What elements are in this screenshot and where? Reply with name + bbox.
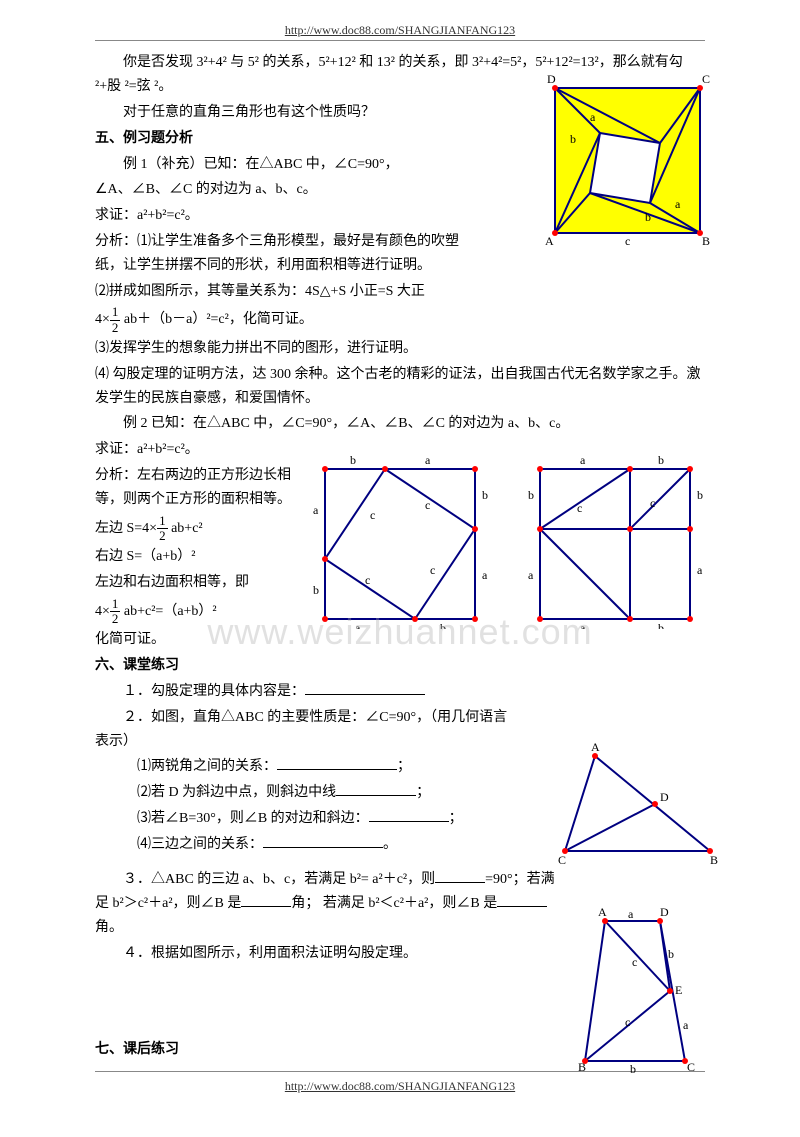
blank	[497, 892, 547, 907]
svg-text:a: a	[628, 907, 634, 921]
q2: ２．如图，直角△ABC 的主要性质是：∠C=90°，（用几何语言表示）	[95, 706, 515, 754]
svg-text:D: D	[547, 73, 556, 86]
ex1-analysis-4: ⑷ 勾股定理的证明方法，达 300 余种。这个古老的精彩的证法，出自我国古代无名…	[95, 363, 705, 411]
svg-text:b: b	[645, 210, 651, 224]
svg-text:C: C	[702, 73, 710, 86]
svg-text:b: b	[697, 488, 703, 502]
svg-text:c: c	[370, 508, 375, 522]
txt: ab+c²	[168, 521, 203, 536]
svg-text:A: A	[545, 234, 554, 248]
svg-text:a: a	[528, 568, 534, 582]
figure-right-triangle: A B C D	[555, 741, 725, 871]
svg-text:c: c	[632, 955, 637, 969]
blank	[241, 892, 291, 907]
svg-text:b: b	[570, 132, 576, 146]
blank	[369, 807, 449, 822]
blank	[277, 755, 397, 770]
svg-text:C: C	[558, 853, 566, 867]
svg-text:c: c	[577, 501, 582, 515]
svg-text:a: a	[675, 197, 681, 211]
svg-text:B: B	[578, 1060, 586, 1074]
svg-text:b: b	[350, 454, 356, 467]
ex1-analysis-2b: 4×12 ab＋（b－a）²=c²，化简可证。	[95, 305, 705, 335]
figure-two-squares: b a b a a b a b c c c c	[310, 454, 710, 629]
ex2-fx1: 分析：左右两边的正方形边长相等，则两个正方形的面积相等。	[95, 464, 295, 512]
svg-text:a: a	[580, 621, 586, 629]
svg-text:b: b	[630, 1062, 636, 1076]
svg-text:a: a	[697, 563, 703, 577]
svg-text:C: C	[687, 1060, 695, 1074]
fraction: 12	[157, 514, 168, 544]
svg-text:b: b	[528, 488, 534, 502]
txt: ３．△ABC 的三边 a、b、c，若满足 b²= a²＋c²，则	[123, 872, 435, 887]
svg-text:D: D	[660, 790, 669, 804]
blank	[305, 680, 425, 695]
q1: １．勾股定理的具体内容是：	[95, 680, 705, 704]
blank	[263, 833, 383, 848]
svg-text:b: b	[658, 454, 664, 467]
svg-text:b: b	[440, 621, 446, 629]
svg-text:A: A	[598, 906, 607, 919]
txt: ；	[416, 785, 430, 800]
svg-text:b: b	[482, 488, 488, 502]
figure-trapezoid: A D C B E a a b b c c	[570, 906, 700, 1076]
txt: ab+c²=（a+b）²	[120, 604, 216, 619]
ex1-analysis-3: ⑶发挥学生的想象能力拼出不同的图形，进行证明。	[95, 337, 705, 361]
header-url: http://www.doc88.com/SHANGJIANFANG123	[95, 20, 705, 41]
svg-text:c: c	[650, 496, 655, 510]
svg-text:a: a	[683, 1018, 689, 1032]
txt: ⑴两锐角之间的关系：	[137, 759, 277, 774]
txt: ⑷三边之间的关系：	[137, 837, 263, 852]
svg-text:a: a	[425, 454, 431, 467]
svg-text:a: a	[313, 503, 319, 517]
txt: ⑶若∠B=30°，则∠B 的对边和斜边：	[137, 811, 369, 826]
txt: ⑵若 D 为斜边中点，则斜边中线	[137, 785, 336, 800]
svg-text:a: a	[590, 110, 596, 124]
svg-text:a: a	[355, 621, 361, 629]
content: D C A B a b c a b 你是否发现 3²+4² 与 5² 的关系，5…	[95, 51, 705, 1061]
q3: ３．△ABC 的三边 a、b、c，若满足 b²= a²＋c²，则=90°；若满足…	[95, 868, 565, 939]
svg-text:c: c	[625, 234, 630, 248]
svg-text:b: b	[668, 947, 674, 961]
ex2-line1: 例 2 已知：在△ABC 中，∠C=90°，∠A、∠B、∠C 的对边为 a、b、…	[95, 412, 705, 436]
txt: ；	[449, 811, 463, 826]
svg-text:b: b	[658, 621, 664, 629]
svg-text:c: c	[425, 498, 430, 512]
svg-text:c: c	[365, 573, 370, 587]
txt: ab＋（b－a）²=c²，化简可证。	[120, 312, 312, 327]
blank	[336, 781, 416, 796]
svg-text:B: B	[702, 234, 710, 248]
ex1-analysis-1: 分析：⑴让学生准备多个三角形模型，最好是有颜色的吹塑纸，让学生拼摆不同的形状，利…	[95, 230, 475, 278]
txt: 4×	[95, 312, 110, 327]
figure-square-proof: D C A B a b c a b	[535, 73, 715, 253]
ex1-analysis-2a: ⑵拼成如图所示，其等量关系为：4S△+S 小正=S 大正	[95, 280, 705, 304]
txt: ；	[397, 759, 411, 774]
txt: 角； 若满足 b²＜c²＋a²，则∠B 是	[291, 896, 497, 911]
svg-text:a: a	[580, 454, 586, 467]
svg-text:E: E	[675, 983, 682, 997]
svg-text:c: c	[625, 1015, 630, 1029]
fraction: 12	[110, 305, 121, 335]
txt: 。	[383, 837, 397, 852]
svg-text:a: a	[482, 568, 488, 582]
fraction: 12	[110, 597, 121, 627]
txt: 角。	[95, 920, 123, 935]
ex2-end: 化简可证。	[95, 628, 705, 652]
heading-6: 六、课堂练习	[95, 654, 705, 678]
txt: １．勾股定理的具体内容是：	[123, 684, 305, 699]
txt: 左边 S=4×	[95, 521, 157, 536]
blank	[435, 868, 485, 883]
svg-text:c: c	[430, 563, 435, 577]
svg-text:D: D	[660, 906, 669, 919]
svg-text:b: b	[313, 583, 319, 597]
svg-text:A: A	[591, 741, 600, 754]
txt: 4×	[95, 604, 110, 619]
svg-text:B: B	[710, 853, 718, 867]
